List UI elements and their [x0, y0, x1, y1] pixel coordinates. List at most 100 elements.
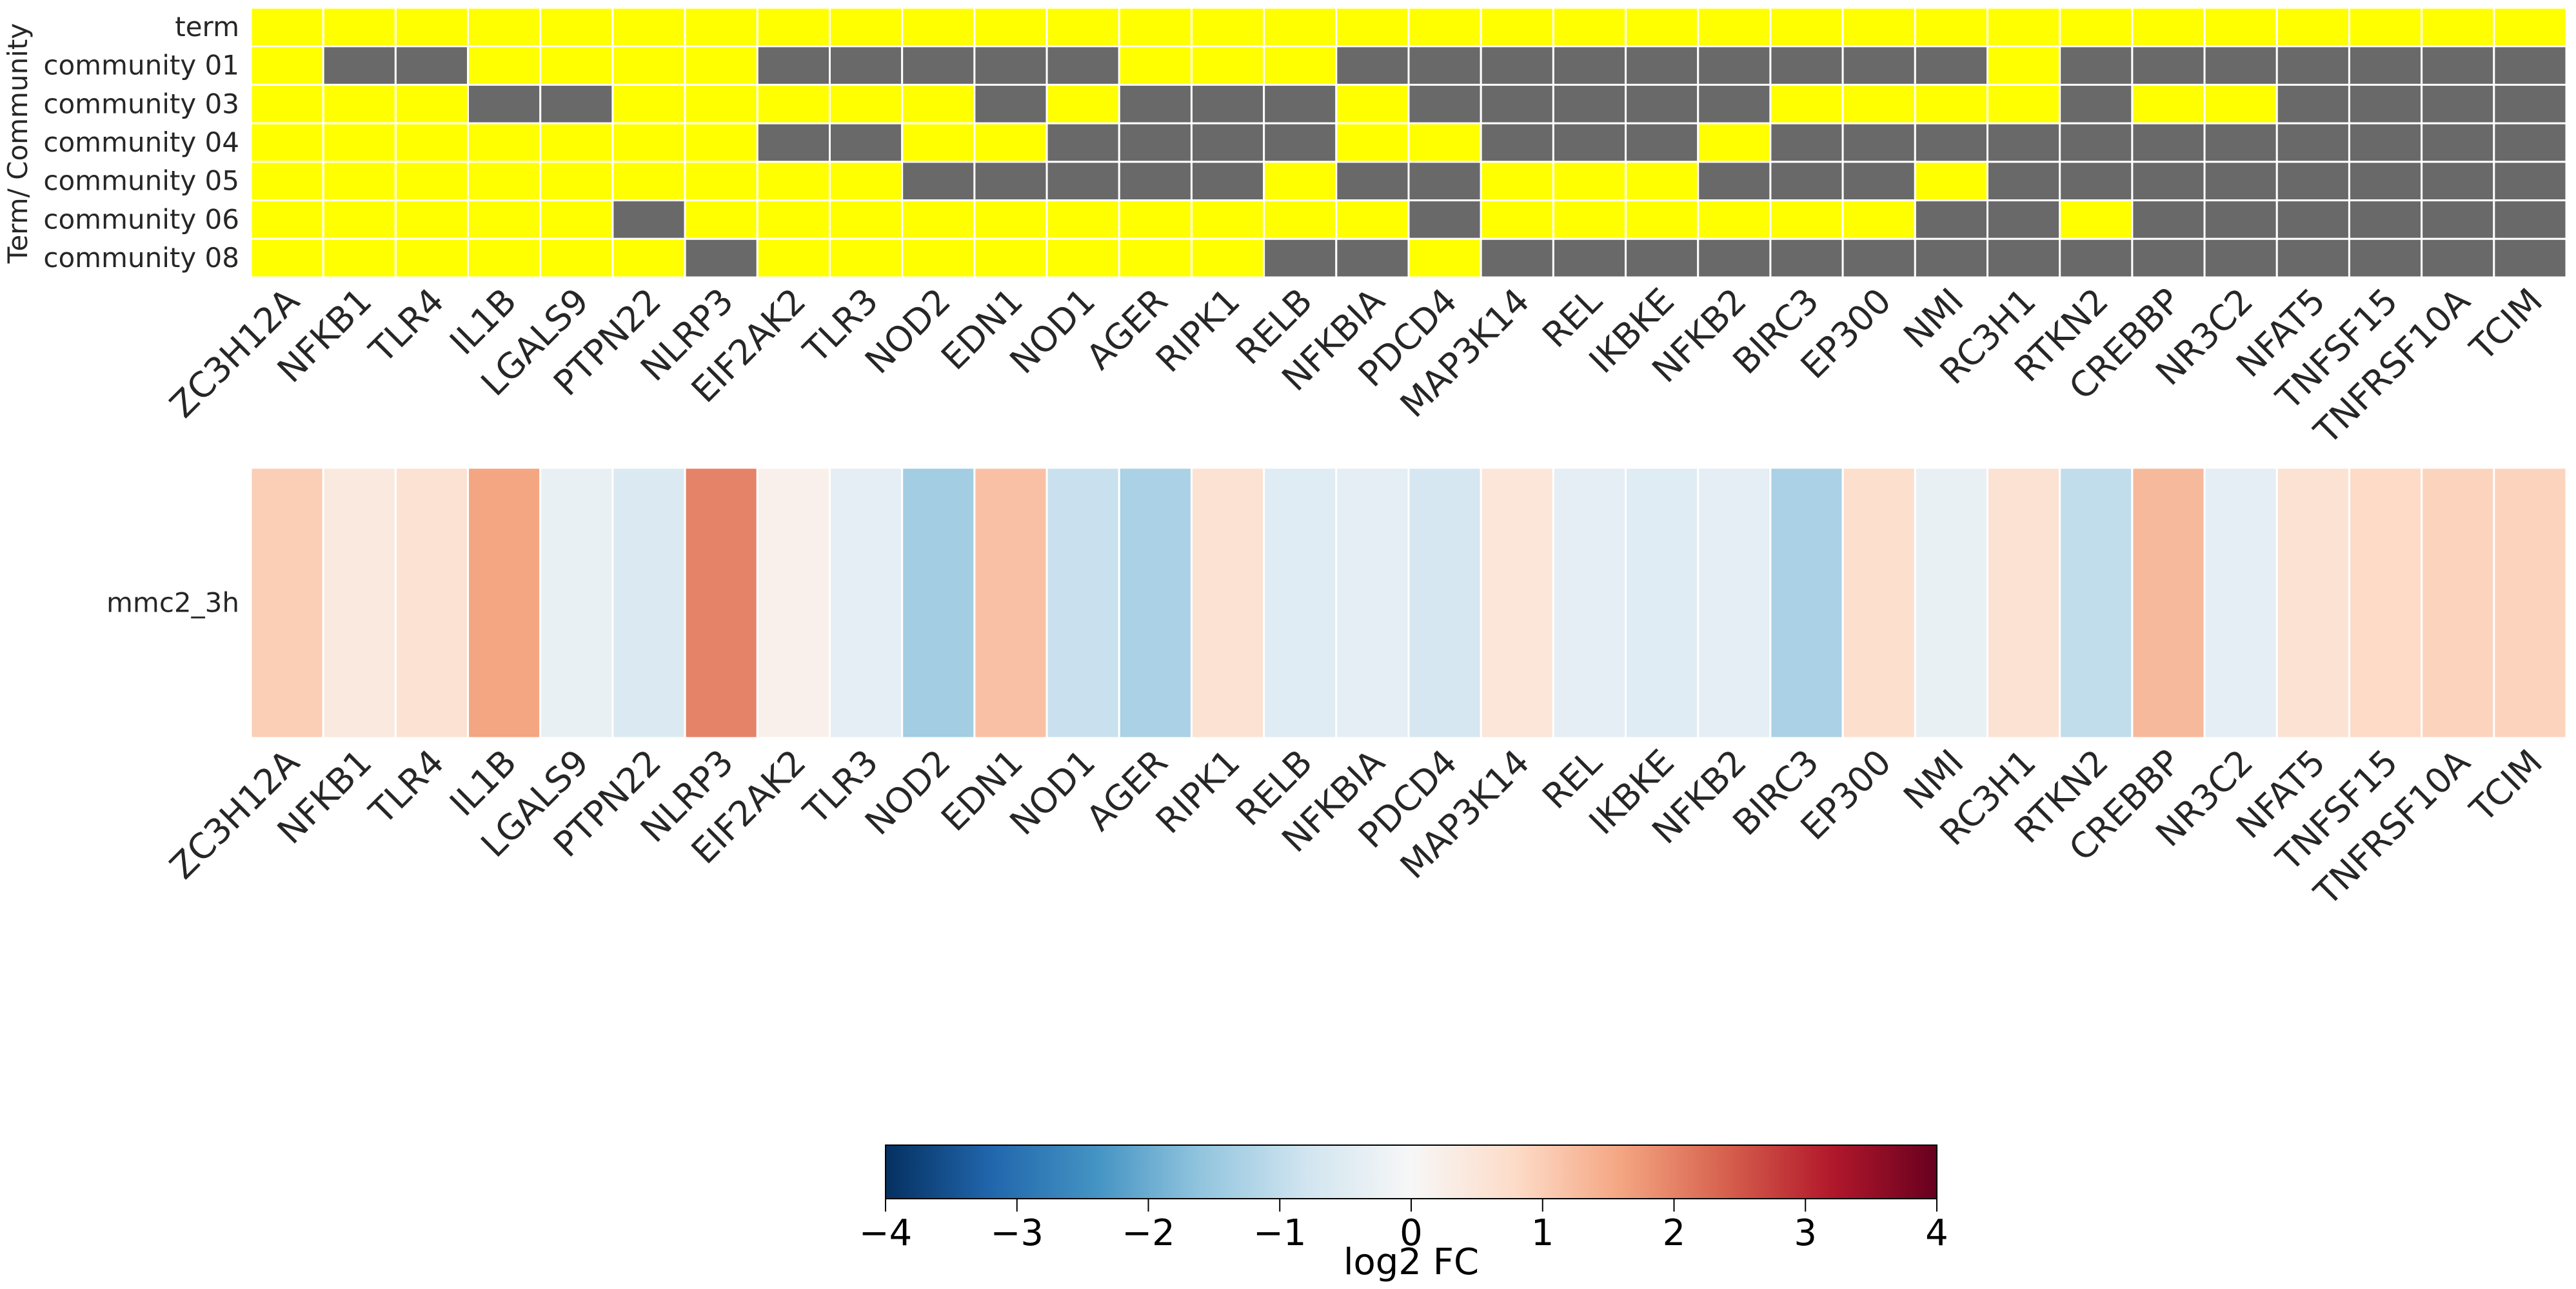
cell-community-04-TNFRSF10A — [2421, 122, 2495, 163]
row-label: community 01 — [43, 50, 239, 81]
cell-community-01-NR3C2 — [2203, 45, 2278, 86]
cell-community-08-NR3C2 — [2203, 237, 2278, 279]
cell-community-08-NFKB2 — [1697, 237, 1772, 279]
cell-term-EIF2AK2 — [756, 6, 831, 48]
cell-term-NLRP3 — [684, 6, 758, 48]
cell-community-05-RC3H1 — [1986, 161, 2061, 202]
cell-community-03-NFKBIA — [1335, 83, 1410, 125]
cell-term-NFKBIA — [1335, 6, 1410, 48]
cell-community-06-RC3H1 — [1986, 199, 2061, 240]
cell-community-03-MAP3K14 — [1480, 83, 1554, 125]
cell-community-08-EP300 — [1841, 237, 1916, 279]
colorbar-tick-label: 0 — [1400, 1212, 1423, 1254]
colorbar-tick-label: 4 — [1925, 1212, 1948, 1254]
cell-community-04-TLR3 — [829, 122, 904, 163]
cell-community-03-EP300 — [1841, 83, 1916, 125]
cell-community-08-TLR3 — [829, 237, 904, 279]
cell-community-05-LGALS9 — [539, 161, 614, 202]
cell-community-08-REL — [1552, 237, 1627, 279]
cell-community-01-TLR3 — [829, 45, 904, 86]
cell-community-06-AGER — [1118, 199, 1193, 240]
column-label: TCIM — [2462, 742, 2550, 830]
cell-community-04-RC3H1 — [1986, 122, 2061, 163]
cell-community-05-BIRC3 — [1769, 161, 1844, 202]
cell-community-04-NOD1 — [1045, 122, 1120, 163]
column-label: TLR4 — [361, 281, 452, 372]
cell-community-01-LGALS9 — [539, 45, 614, 86]
cell-community-01-TLR4 — [394, 45, 470, 86]
cell-mmc2_3h-NFKBIA — [1335, 466, 1410, 739]
membership-column-labels: ZC3H12ANFKB1TLR4IL1BLGALS9PTPN22NLRP3EIF… — [162, 281, 2550, 453]
column-label: TLR4 — [361, 742, 452, 833]
cell-community-05-NFKB1 — [322, 161, 397, 202]
column-label: RIPK1 — [1148, 742, 1248, 842]
cell-mmc2_3h-REL — [1552, 466, 1627, 739]
cell-community-05-TLR3 — [829, 161, 904, 202]
cell-community-06-NMI — [1914, 199, 1988, 240]
cell-community-04-EIF2AK2 — [756, 122, 831, 163]
cell-community-03-TNFRSF10A — [2421, 83, 2495, 125]
cell-community-03-PTPN22 — [611, 83, 686, 125]
cell-community-08-TNFRSF10A — [2421, 237, 2495, 279]
row-label: community 05 — [43, 165, 239, 197]
cell-term-ZC3H12A — [250, 6, 324, 48]
cell-community-03-REL — [1552, 83, 1627, 125]
cell-community-03-NOD2 — [901, 83, 976, 125]
cell-mmc2_3h-RTKN2 — [2059, 466, 2134, 739]
cell-community-06-NR3C2 — [2203, 199, 2278, 240]
cell-mmc2_3h-AGER — [1118, 466, 1193, 739]
cell-community-08-LGALS9 — [539, 237, 614, 279]
cell-community-01-EP300 — [1841, 45, 1916, 86]
cell-term-REL — [1552, 6, 1627, 48]
cell-community-01-PTPN22 — [611, 45, 686, 86]
cell-community-05-IL1B — [467, 161, 542, 202]
cell-community-06-PDCD4 — [1407, 199, 1482, 240]
cell-mmc2_3h-NFAT5 — [2275, 466, 2350, 739]
cell-community-06-NFKB1 — [322, 199, 397, 240]
cell-mmc2_3h-NMI — [1914, 466, 1988, 739]
cell-community-06-PTPN22 — [611, 199, 686, 240]
cell-community-01-RTKN2 — [2059, 45, 2134, 86]
cell-community-04-TNFSF15 — [2348, 122, 2423, 163]
cell-community-01-TNFSF15 — [2348, 45, 2423, 86]
cell-community-03-LGALS9 — [539, 83, 614, 125]
cell-community-08-MAP3K14 — [1480, 237, 1554, 279]
cell-community-01-MAP3K14 — [1480, 45, 1554, 86]
cell-community-03-CREBBP — [2131, 83, 2206, 125]
cell-mmc2_3h-BIRC3 — [1769, 466, 1844, 739]
cell-community-04-IL1B — [467, 122, 542, 163]
cell-community-08-NLRP3 — [684, 237, 758, 279]
cell-term-NOD2 — [901, 6, 976, 48]
cell-community-04-EDN1 — [973, 122, 1048, 163]
cell-community-05-NMI — [1914, 161, 1988, 202]
cell-term-TLR3 — [829, 6, 904, 48]
cell-community-03-EDN1 — [973, 83, 1048, 125]
cell-community-01-NFKB2 — [1697, 45, 1772, 86]
cell-community-08-PTPN22 — [611, 237, 686, 279]
cell-community-05-CREBBP — [2131, 161, 2206, 202]
cell-community-01-RIPK1 — [1190, 45, 1265, 86]
cell-community-03-AGER — [1118, 83, 1193, 125]
log2fc-column-labels: ZC3H12ANFKB1TLR4IL1BLGALS9PTPN22NLRP3EIF… — [162, 742, 2550, 914]
cell-mmc2_3h-TLR3 — [829, 466, 904, 739]
cell-community-08-TLR4 — [394, 237, 470, 279]
cell-community-08-EIF2AK2 — [756, 237, 831, 279]
cell-community-01-NOD1 — [1045, 45, 1120, 86]
cell-community-01-EIF2AK2 — [756, 45, 831, 86]
log2fc-row-labels: mmc2_3h — [106, 587, 239, 619]
cell-community-04-NFKB1 — [322, 122, 397, 163]
cell-term-NR3C2 — [2203, 6, 2278, 48]
row-label: community 03 — [43, 88, 239, 119]
cell-term-NMI — [1914, 6, 1988, 48]
cell-community-04-NFKB2 — [1697, 122, 1772, 163]
cell-community-05-TCIM — [2493, 161, 2568, 202]
cell-community-04-NLRP3 — [684, 122, 758, 163]
colorbar-tick-label: −3 — [990, 1212, 1044, 1254]
cell-community-05-TNFSF15 — [2348, 161, 2423, 202]
cell-mmc2_3h-NR3C2 — [2203, 466, 2278, 739]
cell-term-TNFSF15 — [2348, 6, 2423, 48]
cell-mmc2_3h-NFKB1 — [322, 466, 397, 739]
cell-community-05-RTKN2 — [2059, 161, 2134, 202]
cell-community-01-IL1B — [467, 45, 542, 86]
colorbar-tick-label: −2 — [1122, 1212, 1175, 1254]
